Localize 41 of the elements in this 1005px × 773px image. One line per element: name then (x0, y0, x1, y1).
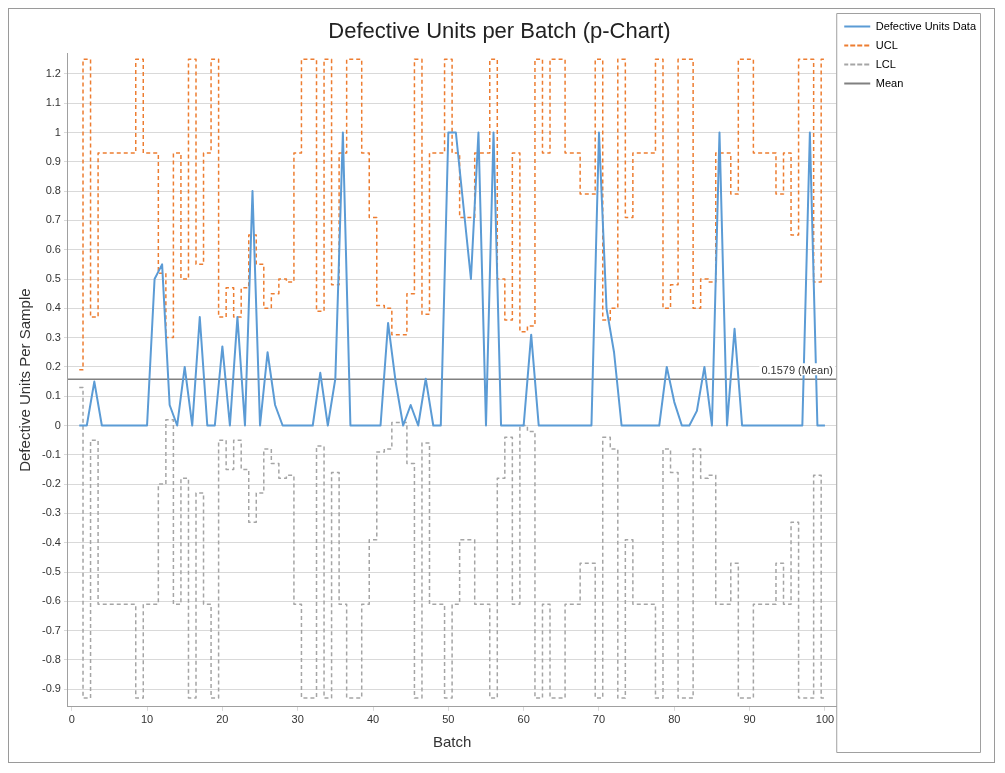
x-axis-title: Batch (432, 733, 472, 751)
y-tick-label: 0.1 (45, 389, 61, 402)
y-tick-label: 0.3 (45, 330, 61, 343)
x-tick-label: 40 (366, 713, 380, 726)
y-tick-label: -0.4 (41, 535, 61, 548)
y-tick-label: 0.6 (45, 242, 61, 255)
y-tick-label: 0.9 (45, 154, 61, 167)
legend-label: UCL (875, 38, 898, 51)
y-tick-label: 1.2 (45, 66, 61, 79)
x-tick-label: 10 (140, 713, 154, 726)
y-tick-label: 0.7 (45, 213, 61, 226)
x-tick-label: 30 (291, 713, 304, 726)
y-tick-label: -0.1 (41, 447, 61, 460)
y-tick-label: -0.6 (41, 594, 61, 607)
y-tick-label: 0.2 (45, 359, 61, 372)
x-tick-label: 0 (68, 713, 75, 726)
annotation: 0.1579 (Mean) (761, 363, 833, 376)
x-tick-label: 20 (216, 713, 229, 726)
x-tick-label: 80 (668, 713, 681, 726)
y-axis-title: Defective Units Per Sample (16, 288, 34, 472)
x-tick-label: 90 (743, 713, 756, 726)
x-tick-label: 60 (517, 713, 530, 726)
y-tick-label: -0.9 (41, 682, 61, 695)
y-tick-label: -0.5 (41, 565, 61, 578)
y-tick-label: -0.2 (41, 477, 61, 490)
y-tick-label: -0.8 (41, 652, 61, 665)
legend-label: Mean (875, 76, 904, 89)
x-tick-label: 100 (815, 713, 835, 726)
legend-label: LCL (875, 57, 896, 70)
x-tick-label: 50 (442, 713, 455, 726)
y-tick-label: 1 (54, 125, 61, 138)
y-tick-label: 0.8 (45, 184, 61, 197)
y-tick-label: 1.1 (45, 96, 61, 109)
legend-label: Defective Units Data (875, 19, 977, 32)
y-tick-label: 0.4 (45, 301, 61, 314)
x-tick-label: 70 (592, 713, 606, 726)
y-tick-label: 0.5 (45, 272, 61, 285)
chart-title: Defective Units per Batch (p-Chart) (328, 18, 671, 44)
y-tick-label: -0.7 (41, 623, 61, 636)
y-tick-label: -0.3 (41, 506, 61, 519)
y-tick-label: 0 (54, 418, 61, 431)
